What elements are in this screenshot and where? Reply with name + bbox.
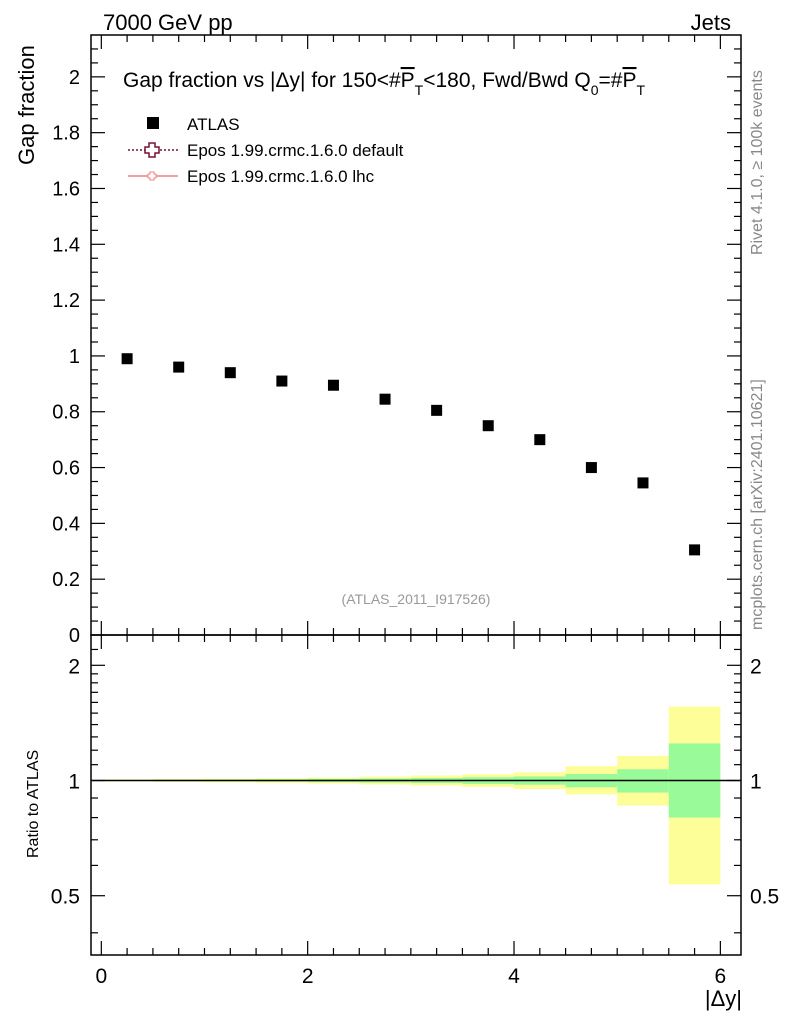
header-process-label: Jets [691, 10, 731, 35]
tick-label: 0.2 [52, 569, 80, 591]
legend-label-atlas: ATLAS [187, 115, 240, 134]
x-axis-title: |Δy| [705, 986, 742, 1011]
tick-label: 2 [68, 655, 80, 678]
legend-marker-epos-lhc [147, 171, 157, 181]
ratio-bands [101, 706, 721, 885]
data-point [121, 353, 133, 365]
tick-label: 2 [69, 67, 80, 89]
data-point [689, 544, 701, 556]
tick-label: 0.5 [51, 886, 80, 909]
data-point [637, 477, 649, 489]
analysis-watermark: (ATLAS_2011_I917526) [342, 591, 491, 607]
tick-label: 1 [68, 771, 80, 794]
legend: ATLAS Epos 1.99.crmc.1.6.0 default Epos … [128, 115, 404, 186]
data-point [379, 393, 391, 405]
tick-label: 2 [750, 655, 762, 678]
mcplots-label: mcplots.cern.ch [arXiv:2401.10621] [749, 379, 766, 630]
legend-label-epos-lhc: Epos 1.99.crmc.1.6.0 lhc [187, 167, 375, 186]
tick-label: 4 [508, 965, 520, 988]
data-point [224, 367, 236, 379]
data-point [585, 462, 597, 474]
rivet-version-label: Rivet 4.1.0, ≥ 100k events [749, 70, 766, 255]
axis-ticks: 0 2 4 6 0 0.2 0.4 0.6 0.8 1 1.2 1.4 1.6 1.8 2 0.5 0.5 1 1 2… [51, 35, 779, 988]
header-energy-label: 7000 GeV pp [103, 10, 233, 35]
plot-title: Gap fraction vs |Δy| for 150<#PT<180, Fw… [123, 69, 646, 98]
tick-label: 1 [750, 771, 762, 794]
tick-label: 0.8 [52, 402, 80, 424]
tick-label: 1.6 [52, 178, 80, 200]
tick-label: 1.8 [52, 123, 80, 145]
tick-label: 0.6 [52, 458, 80, 480]
data-point [534, 434, 546, 446]
tick-label: 1.2 [52, 290, 80, 312]
tick-label: 0 [69, 625, 80, 647]
tick-label: 0 [95, 965, 107, 988]
tick-label: 1.4 [52, 234, 80, 256]
tick-label: 1 [69, 346, 80, 368]
pt-symbol-2: P [622, 69, 636, 92]
atlas-data-points [121, 353, 701, 556]
data-point [431, 404, 443, 416]
tick-label: 0.5 [750, 886, 779, 909]
ratio-y-axis-title: Ratio to ATLAS [25, 750, 42, 858]
legend-label-epos-default: Epos 1.99.crmc.1.6.0 default [187, 141, 404, 160]
ratio-plot-frame [90, 634, 742, 956]
tick-label: 2 [302, 965, 314, 988]
tick-label: 6 [715, 965, 727, 988]
data-point [173, 361, 185, 373]
data-point [276, 375, 288, 387]
legend-marker-epos-default [144, 142, 160, 158]
data-point [327, 379, 339, 391]
y-axis-title: Gap fraction [14, 45, 39, 165]
legend-marker-atlas [147, 117, 159, 129]
tick-label: 0.4 [52, 513, 80, 535]
pt-symbol: P [401, 69, 415, 92]
data-point [482, 420, 494, 432]
